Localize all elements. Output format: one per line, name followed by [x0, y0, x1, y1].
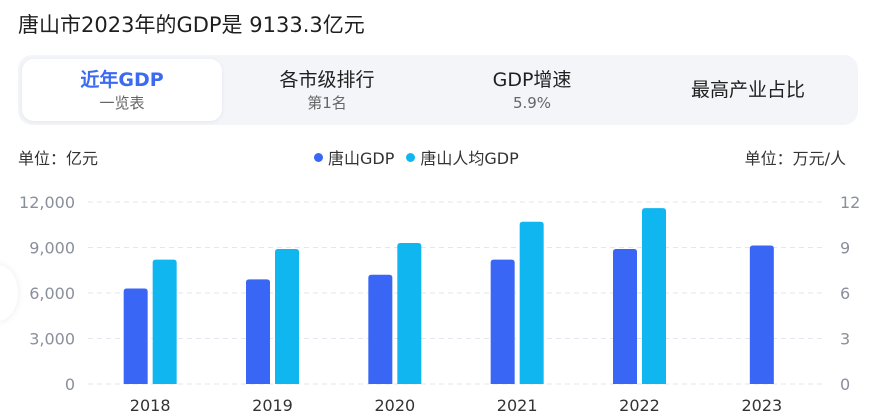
bar-per-capita[interactable] [519, 221, 544, 384]
page-headline: 唐山市2023年的GDP是 9133.3亿元 [18, 10, 365, 40]
legend-dot-gdp [314, 152, 323, 162]
bar-gdp[interactable] [749, 245, 774, 384]
x-tick-label: 2022 [619, 396, 660, 415]
headline-unit: 亿元 [322, 13, 365, 37]
bar-gdp[interactable] [368, 274, 393, 384]
bar-per-capita[interactable] [397, 242, 422, 384]
y-right-tick-label: 12 [840, 193, 860, 212]
bar-gdp[interactable] [246, 279, 270, 384]
headline-value: 9133.3 [249, 13, 323, 37]
bar-gdp[interactable] [613, 249, 637, 384]
bar-gdp[interactable] [490, 259, 515, 384]
legend-item-per-capita[interactable]: 唐山人均GDP [406, 145, 519, 169]
tab-city-ranking[interactable]: 各市级排行 第1名 [227, 59, 427, 121]
headline-prefix: 唐山市2023年的GDP是 [18, 13, 243, 37]
bar-gdp[interactable] [123, 288, 148, 384]
tab-sub: 一览表 [99, 93, 145, 112]
y-right-tick-label: 3 [840, 330, 850, 349]
tab-label: 近年GDP [80, 68, 164, 91]
y-left-tick-label: 3,000 [29, 330, 75, 349]
tab-label: GDP增速 [492, 68, 572, 91]
tab-sub: 5.9% [512, 93, 552, 112]
x-tick-label: 2019 [252, 396, 293, 415]
side-scroll-handle[interactable] [0, 265, 18, 321]
gdp-bar-chart: 0 3,000 6,000 9,000 12,000 0 3 6 9 12 2018 2019 2020… [19, 193, 860, 415]
tab-sub: 第1名 [307, 93, 347, 112]
legend-item-gdp[interactable]: 唐山GDP [314, 145, 394, 169]
tab-label: 最高产业占比 [690, 79, 805, 101]
y-left-tick-label: 6,000 [29, 284, 75, 303]
tab-top-industry-share[interactable]: 最高产业占比 [648, 59, 848, 121]
tab-gdp-growth[interactable]: GDP增速 5.9% [432, 59, 632, 121]
bar-per-capita[interactable] [642, 208, 666, 384]
y-right-tick-label: 0 [840, 375, 850, 394]
bar-per-capita[interactable] [152, 259, 177, 384]
y-left-tick-label: 0 [65, 375, 75, 394]
y-left-tick-label: 12,000 [19, 193, 75, 212]
tab-label: 各市级排行 [279, 68, 375, 91]
chart-legend: 唐山GDP 唐山人均GDP [314, 145, 519, 169]
x-tick-label: 2018 [130, 396, 171, 415]
x-tick-label: 2020 [374, 396, 415, 415]
bar-per-capita[interactable] [275, 249, 299, 384]
legend-dot-per-capita [406, 152, 416, 162]
y-left-tick-label: 9,000 [29, 239, 75, 258]
unit-right-label: 单位：万元/人 [744, 149, 846, 168]
x-tick-label: 2021 [497, 396, 538, 415]
legend-label-per-capita: 唐山人均GDP [420, 149, 519, 168]
x-tick-label: 2023 [741, 396, 782, 415]
y-right-tick-label: 6 [840, 284, 850, 303]
y-right-tick-label: 9 [840, 239, 850, 258]
legend-label-gdp: 唐山GDP [328, 149, 395, 168]
tab-bar: 近年GDP 一览表 各市级排行 第1名 GDP增速 5.9% 最高产业占比 [18, 55, 858, 125]
unit-left-label: 单位：亿元 [18, 149, 99, 168]
tab-recent-gdp[interactable]: 近年GDP 一览表 [22, 59, 222, 121]
